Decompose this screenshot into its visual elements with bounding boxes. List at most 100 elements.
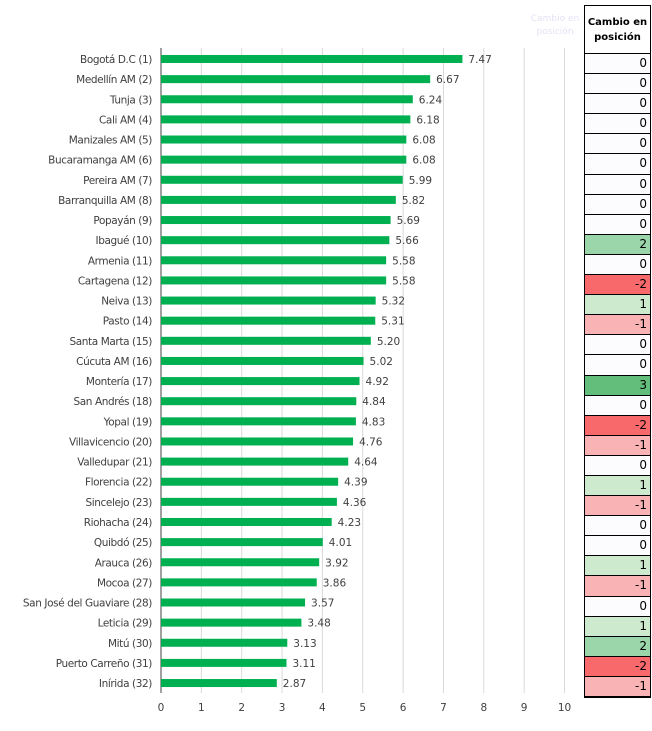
position-change-cell: 0: [585, 54, 650, 75]
data-label: 4.36: [343, 497, 367, 509]
data-label: 6.18: [416, 114, 439, 126]
category-label: Villavicencio (20): [69, 436, 152, 448]
bar: [161, 417, 356, 426]
position-change-cell: -1: [585, 576, 650, 597]
data-label: 7.47: [468, 54, 491, 66]
position-change-cell: 0: [585, 134, 650, 155]
data-label: 4.83: [362, 416, 385, 428]
data-label: 4.84: [362, 396, 386, 408]
x-tick-label: 7: [440, 702, 447, 714]
data-label: 5.58: [392, 275, 415, 287]
x-tick-label: 9: [521, 702, 528, 714]
category-label: Barranquilla AM (8): [58, 195, 152, 207]
data-label: 6.24: [419, 94, 443, 106]
bar: [161, 598, 306, 607]
position-change-cell: 0: [585, 536, 650, 557]
position-change-cell: -1: [585, 315, 650, 336]
bar: [161, 558, 320, 567]
category-label: Pereira AM (7): [83, 175, 152, 187]
position-change-cell: -2: [585, 656, 650, 677]
bar: [161, 175, 403, 184]
bar: [161, 397, 357, 406]
bar: [161, 538, 323, 547]
data-label: 4.39: [344, 477, 367, 489]
position-change-cell: -2: [585, 415, 650, 436]
position-change-cell: 0: [585, 254, 650, 276]
bar: [161, 155, 407, 164]
category-label: Bogotá D.C (1): [80, 54, 152, 66]
bar: [161, 377, 360, 386]
category-label: San Andrés (18): [73, 396, 152, 408]
data-label: 5.82: [402, 195, 425, 207]
category-label: Quibdó (25): [94, 537, 152, 549]
position-change-cell: 0: [585, 94, 650, 115]
bar: [161, 477, 339, 486]
category-label: Riohacha (24): [84, 517, 153, 529]
position-change-cell: -1: [585, 496, 650, 517]
category-label: San José del Guaviare (28): [23, 598, 152, 610]
x-tick-label: 5: [359, 702, 366, 714]
bar: [161, 95, 413, 104]
ghost-header: Cambio en posición: [530, 14, 580, 37]
position-change-cell: 1: [585, 616, 650, 637]
position-change-cell: 1: [585, 556, 650, 577]
position-change-cell: -1: [585, 435, 650, 456]
position-change-cell: 2: [585, 234, 650, 255]
position-change-cell: 0: [585, 154, 650, 175]
bar: [161, 296, 376, 305]
bar: [161, 236, 390, 245]
category-label: Armenia (11): [88, 255, 152, 267]
position-change-cell: 0: [585, 335, 650, 356]
position-change-cell: 0: [585, 355, 650, 376]
data-label: 4.76: [359, 436, 383, 448]
position-change-cell: 0: [585, 214, 650, 235]
category-label: Cúcuta AM (16): [76, 356, 152, 368]
category-label: Manizales AM (5): [69, 135, 153, 147]
data-label: 3.48: [307, 618, 330, 630]
category-label: Bucaramanga AM (6): [48, 155, 152, 167]
bar: [161, 195, 396, 204]
position-change-cell: 1: [585, 475, 650, 497]
bar-chart: 0 1 2 3 4 5 6 7 8 9 10 Bogotá D.C (1) 7.47 Medellín A…: [23, 48, 571, 714]
data-label: 3.57: [311, 598, 334, 610]
bar: [161, 437, 354, 446]
x-tick-label: 2: [238, 702, 245, 714]
position-change-cell: 0: [585, 395, 650, 416]
table-header: Cambio en posición: [585, 6, 650, 54]
position-change-cell: 2: [585, 636, 650, 657]
data-label: 4.92: [366, 376, 389, 388]
bar: [161, 618, 302, 627]
category-label: Puerto Carreño (31): [56, 658, 153, 670]
x-tick-label: 8: [480, 702, 487, 714]
bar: [161, 497, 337, 506]
bar: [161, 316, 376, 325]
position-change-cell: 0: [585, 114, 650, 135]
data-label: 3.13: [293, 638, 316, 650]
bar: [161, 55, 463, 63]
position-change-cell: 0: [585, 516, 650, 537]
bar: [161, 115, 411, 124]
category-label: Inírida (32): [99, 678, 152, 690]
bar: [161, 658, 287, 667]
category-label: Popayán (9): [93, 215, 152, 227]
data-label: 6.08: [412, 155, 435, 167]
data-label: 4.23: [338, 517, 361, 529]
data-label: 5.31: [381, 316, 404, 328]
category-label: Mitú (30): [108, 638, 152, 650]
x-tick-label: 6: [400, 702, 407, 714]
category-label: Pasto (14): [103, 316, 153, 328]
bar: [161, 75, 431, 84]
position-change-cell: 0: [585, 596, 650, 617]
data-label: 6.08: [412, 135, 435, 147]
data-label: 3.11: [292, 658, 315, 670]
category-label: Tunja (3): [109, 94, 152, 106]
bar: [161, 457, 349, 466]
x-tick-label: 1: [198, 702, 205, 714]
bar: [161, 356, 364, 365]
category-label: Mocoa (27): [97, 577, 152, 589]
bar: [161, 679, 277, 688]
data-label: 5.69: [397, 215, 420, 227]
x-tick-label: 10: [558, 702, 571, 714]
data-label: 5.32: [382, 296, 405, 308]
bar: [161, 638, 288, 647]
